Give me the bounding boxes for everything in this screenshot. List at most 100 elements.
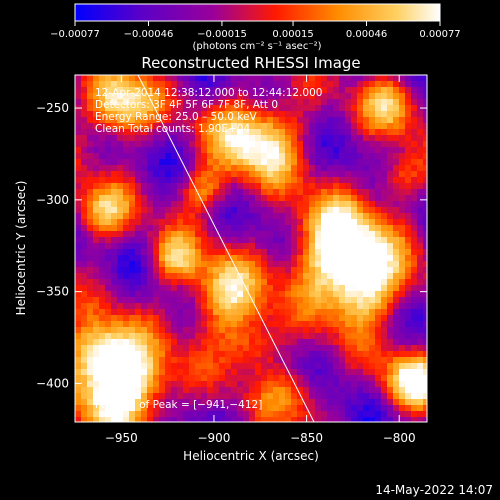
heatmap-cell bbox=[117, 279, 124, 286]
heatmap-cell bbox=[165, 231, 172, 238]
heatmap-cell bbox=[261, 357, 268, 364]
heatmap-cell bbox=[303, 345, 310, 352]
heatmap-cell bbox=[183, 195, 190, 202]
heatmap-cell bbox=[81, 195, 88, 202]
heatmap-cell bbox=[357, 375, 364, 382]
heatmap-cell bbox=[147, 201, 154, 208]
heatmap-cell bbox=[111, 369, 118, 376]
heatmap-cell bbox=[195, 75, 202, 82]
heatmap-cell bbox=[375, 339, 382, 346]
heatmap-cell bbox=[201, 309, 208, 316]
heatmap-cell bbox=[339, 171, 346, 178]
heatmap-cell bbox=[387, 267, 394, 274]
heatmap-cell bbox=[357, 87, 364, 94]
heatmap-cell bbox=[291, 237, 298, 244]
heatmap-cell bbox=[117, 147, 124, 154]
heatmap-cell bbox=[333, 75, 340, 82]
heatmap-cell bbox=[291, 111, 298, 118]
heatmap-cell bbox=[207, 117, 214, 124]
heatmap-cell bbox=[159, 219, 166, 226]
heatmap-cell bbox=[189, 165, 196, 172]
heatmap-cell bbox=[153, 177, 160, 184]
heatmap-cell bbox=[297, 369, 304, 376]
heatmap-cell bbox=[375, 351, 382, 358]
heatmap-cell bbox=[153, 105, 160, 112]
heatmap-cell bbox=[405, 327, 412, 334]
heatmap-cell bbox=[267, 267, 274, 274]
heatmap-cell bbox=[309, 135, 316, 142]
heatmap-cell bbox=[129, 201, 136, 208]
heatmap-cell bbox=[417, 189, 424, 196]
heatmap-cell bbox=[87, 171, 94, 178]
heatmap-cell bbox=[159, 99, 166, 106]
heatmap-cell bbox=[141, 411, 148, 418]
overlay-energy-range: Energy Range: 25.0 – 50.0 keV bbox=[95, 111, 257, 123]
heatmap-cell bbox=[105, 375, 112, 382]
heatmap-cell bbox=[345, 147, 352, 154]
heatmap-cell bbox=[267, 231, 274, 238]
heatmap-cell bbox=[243, 333, 250, 340]
heatmap-cell bbox=[303, 363, 310, 370]
heatmap-cell bbox=[237, 111, 244, 118]
heatmap-cell bbox=[297, 135, 304, 142]
heatmap-cell bbox=[171, 111, 178, 118]
heatmap-cell bbox=[213, 363, 220, 370]
heatmap-cell bbox=[87, 213, 94, 220]
heatmap-cell bbox=[195, 201, 202, 208]
heatmap-cell bbox=[237, 231, 244, 238]
heatmap-cell bbox=[291, 267, 298, 274]
heatmap-cell bbox=[177, 315, 184, 322]
heatmap-cell bbox=[399, 135, 406, 142]
heatmap-cell bbox=[321, 165, 328, 172]
heatmap-cell bbox=[195, 339, 202, 346]
heatmap-cell bbox=[315, 249, 322, 256]
heatmap-cell bbox=[201, 351, 208, 358]
heatmap-cell bbox=[357, 195, 364, 202]
heatmap-cell bbox=[369, 117, 376, 124]
heatmap-cell bbox=[129, 177, 136, 184]
y-tick-label: −250 bbox=[36, 101, 69, 115]
heatmap-cell bbox=[417, 237, 424, 244]
heatmap-cell bbox=[399, 387, 406, 394]
heatmap-cell bbox=[75, 417, 82, 422]
heatmap-cell bbox=[99, 195, 106, 202]
heatmap-cell bbox=[351, 87, 358, 94]
heatmap-cell bbox=[249, 351, 256, 358]
heatmap-cell bbox=[405, 159, 412, 166]
heatmap-cell bbox=[381, 183, 388, 190]
heatmap-cell bbox=[321, 393, 328, 400]
heatmap-cell bbox=[411, 231, 418, 238]
heatmap-cell bbox=[255, 321, 262, 328]
heatmap-cell bbox=[411, 303, 418, 310]
heatmap-cell bbox=[261, 255, 268, 262]
heatmap-cell bbox=[261, 303, 268, 310]
heatmap-cell bbox=[273, 309, 280, 316]
heatmap-cell bbox=[399, 417, 406, 422]
heatmap-cell bbox=[261, 183, 268, 190]
heatmap-cell bbox=[129, 393, 136, 400]
heatmap-cell bbox=[267, 165, 274, 172]
heatmap-cell bbox=[189, 195, 196, 202]
heatmap-cell bbox=[423, 387, 427, 394]
heatmap-cell bbox=[225, 255, 232, 262]
heatmap-cell bbox=[393, 411, 400, 418]
heatmap-cell bbox=[411, 165, 418, 172]
heatmap-cell bbox=[93, 81, 100, 88]
heatmap-cell bbox=[213, 117, 220, 124]
heatmap-cell bbox=[117, 159, 124, 166]
heatmap-cell bbox=[105, 75, 112, 82]
heatmap-cell bbox=[171, 201, 178, 208]
heatmap-cell bbox=[339, 111, 346, 118]
heatmap-cell bbox=[393, 273, 400, 280]
heatmap-cell bbox=[141, 237, 148, 244]
heatmap-cell bbox=[177, 261, 184, 268]
heatmap-cell bbox=[81, 225, 88, 232]
heatmap-cell bbox=[93, 231, 100, 238]
heatmap-cell bbox=[417, 321, 424, 328]
heatmap-cell bbox=[243, 309, 250, 316]
heatmap-cell bbox=[99, 285, 106, 292]
heatmap-cell bbox=[387, 165, 394, 172]
heatmap-cell bbox=[291, 279, 298, 286]
heatmap-cell bbox=[333, 207, 340, 214]
heatmap-cell bbox=[135, 153, 142, 160]
